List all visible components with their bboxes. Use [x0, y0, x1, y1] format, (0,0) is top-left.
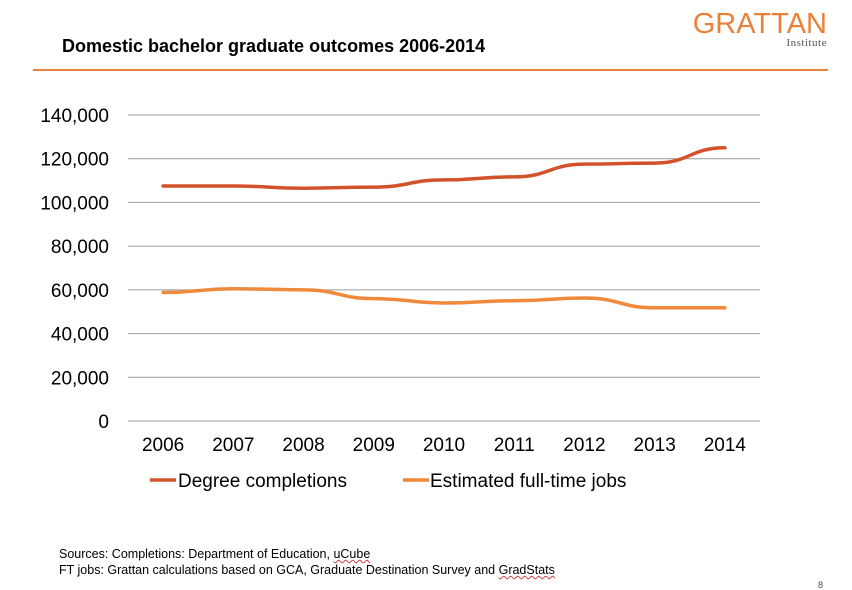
sources-line-2-term: GradStats: [498, 563, 555, 577]
y-tick-label: 20,000: [51, 368, 109, 389]
page-number: 8: [818, 580, 824, 590]
y-tick-label: 80,000: [51, 237, 109, 258]
x-tick-label: 2007: [212, 435, 254, 456]
x-tick-label: 2009: [353, 435, 395, 456]
sources-line-2: FT jobs: Grattan calculations based on G…: [59, 562, 555, 578]
series-line-degree-completions: [161, 146, 727, 190]
x-tick-label: 2011: [494, 435, 535, 456]
y-tick-label: 0: [98, 412, 109, 433]
sources-note: Sources: Completions: Department of Educ…: [59, 546, 555, 578]
grattan-logo: GRATTAN Institute: [683, 8, 831, 54]
y-tick-label: 100,000: [40, 193, 109, 214]
x-tick-label: 2010: [423, 435, 465, 456]
legend-label: Estimated full-time jobs: [430, 471, 626, 492]
sources-line-2-text: FT jobs: Grattan calculations based on G…: [59, 563, 499, 577]
series-lines: [161, 146, 727, 310]
logo-subtitle: Institute: [786, 37, 827, 49]
legend: Degree completions Estimated full-time jo…: [150, 471, 626, 492]
x-tick-label: 2008: [282, 435, 324, 456]
y-tick-label: 60,000: [51, 281, 109, 302]
x-tick-label: 2013: [634, 435, 676, 456]
x-tick-label: 2012: [563, 435, 605, 456]
x-axis-ticks: 2006 2007 2008 2009 2010 2011 2012 2013 2014: [142, 435, 746, 456]
chart-title: Domestic bachelor graduate outcomes 2006…: [62, 36, 486, 56]
sources-line-1-text: Sources: Completions: Department of Educ…: [59, 547, 334, 561]
y-axis-ticks: 0 20,000 40,000 60,000 80,000 100,000 120,000 1…: [40, 106, 109, 433]
logo-wordmark: GRATTAN: [692, 8, 827, 40]
y-tick-label: 120,000: [40, 150, 109, 171]
x-tick-label: 2006: [142, 435, 184, 456]
legend-label: Degree completions: [178, 471, 347, 492]
sources-line-1-term: uCube: [333, 547, 371, 561]
y-tick-label: 40,000: [51, 325, 109, 346]
y-tick-label: 140,000: [40, 106, 109, 127]
x-tick-label: 2014: [704, 435, 747, 456]
sources-line-1: Sources: Completions: Department of Educ…: [59, 546, 555, 562]
title-divider: [33, 69, 828, 71]
series-line-full-time-jobs: [161, 287, 727, 310]
line-chart: 0 20,000 40,000 60,000 80,000 100,000 120,000 1…: [40, 106, 760, 492]
